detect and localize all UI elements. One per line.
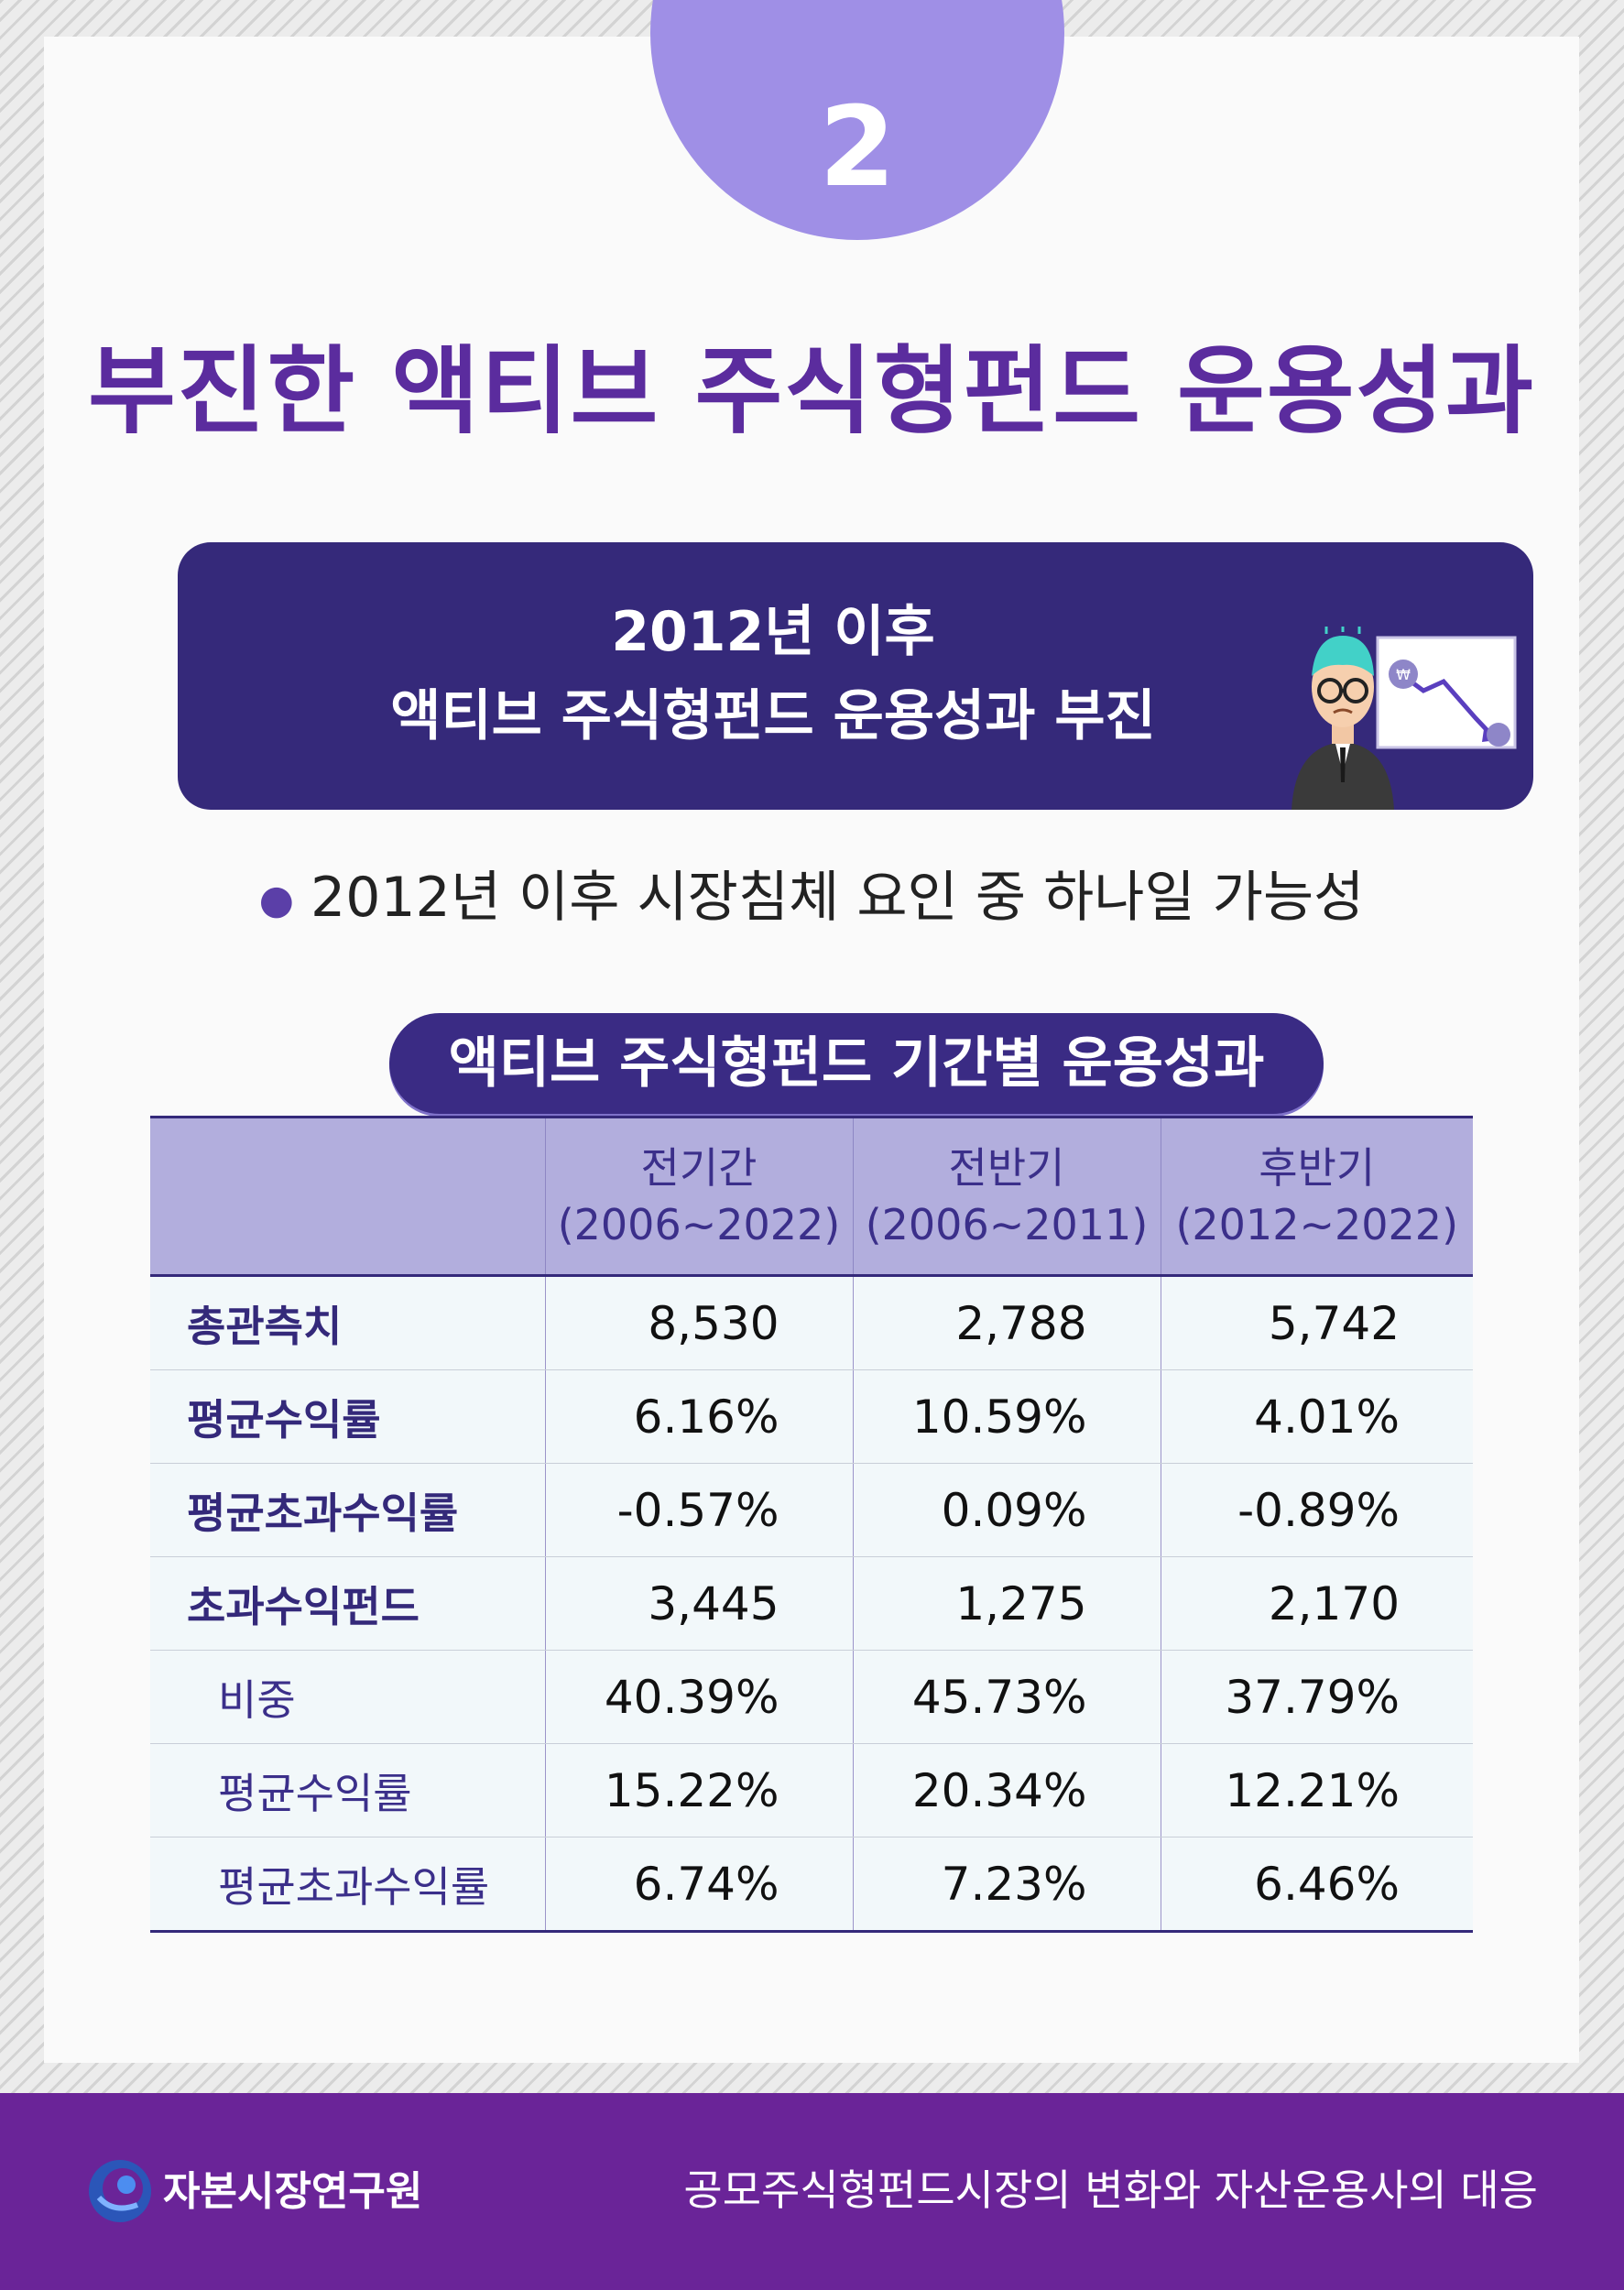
table-cell: 10.59%	[852, 1369, 1161, 1464]
table-row: 평균초과수익률 -0.57% 0.09% -0.89%	[150, 1463, 1473, 1557]
org-name: 자본시장연구원	[163, 2168, 423, 2215]
content-card: 2 부진한 액티브 주식형펀드 운용성과 2012년 이후 액티브 주식형펀드 …	[44, 0, 1579, 2063]
table-cell: 2,788	[852, 1275, 1161, 1370]
table-cell: 40.39%	[544, 1650, 853, 1744]
svg-text:₩: ₩	[1396, 666, 1411, 683]
table-cell: 15.22%	[544, 1743, 853, 1837]
header-full-period: 전기간 (2006~2022)	[544, 1116, 853, 1277]
table-row: 비중 40.39% 45.73% 37.79%	[150, 1650, 1473, 1744]
footer-bar: 자본시장연구원 공모주식형펀드시장의 변화와 자산운용사의 대응	[0, 2093, 1624, 2290]
table-cell: 6.16%	[544, 1369, 853, 1464]
table-cell: 12.21%	[1160, 1743, 1473, 1837]
row-label: 초과수익펀드	[150, 1556, 545, 1651]
table-cell: -0.89%	[1160, 1463, 1473, 1557]
row-label: 평균수익률	[150, 1369, 545, 1464]
analyst-illustration-icon: ₩	[1292, 627, 1517, 810]
table-cell: 4.01%	[1160, 1369, 1473, 1464]
table-cell: 6.46%	[1160, 1837, 1473, 1933]
header-first-half: 전반기 (2006~2011)	[852, 1116, 1161, 1277]
table-cell: 7.23%	[852, 1837, 1161, 1933]
summary-banner: 2012년 이후 액티브 주식형펀드 운용성과 부진 ₩	[178, 542, 1533, 810]
table-cell: 20.34%	[852, 1743, 1161, 1837]
table-row: 초과수익펀드 3,445 1,275 2,170	[150, 1556, 1473, 1651]
table-row: 평균초과수익률 6.74% 7.23% 6.46%	[150, 1837, 1473, 1933]
page-number-badge: 2	[650, 0, 1064, 240]
table-cell: 0.09%	[852, 1463, 1161, 1557]
row-label: 총관측치	[150, 1275, 545, 1370]
table-cell: 45.73%	[852, 1650, 1161, 1744]
page-title: 부진한 액티브 주식형펀드 운용성과	[88, 335, 1535, 447]
table-cell: 37.79%	[1160, 1650, 1473, 1744]
bullet-point: ● 2012년 이후 시장침체 요인 중 하나일 가능성	[44, 861, 1579, 937]
table-row: 평균수익률 15.22% 20.34% 12.21%	[150, 1743, 1473, 1837]
page-number: 2	[819, 84, 896, 212]
row-label: 평균수익률	[150, 1743, 545, 1837]
kcmi-logo-icon	[89, 2160, 151, 2222]
table-cell: 6.74%	[544, 1837, 853, 1933]
banner-line-1: 2012년 이후	[611, 600, 935, 664]
table-title: 액티브 주식형펀드 기간별 운용성과	[389, 1013, 1324, 1114]
header-empty	[150, 1116, 545, 1277]
row-label: 비중	[150, 1650, 545, 1744]
table-cell: 2,170	[1160, 1556, 1473, 1651]
banner-text: 2012년 이후 액티브 주식형펀드 운용성과 부진	[178, 590, 1368, 758]
row-label: 평균초과수익률	[150, 1837, 545, 1933]
table-row: 평균수익률 6.16% 10.59% 4.01%	[150, 1369, 1473, 1464]
document-title: 공모주식형펀드시장의 변화와 자산운용사의 대응	[683, 2165, 1538, 2215]
banner-line-2: 액티브 주식형펀드 운용성과 부진	[390, 684, 1156, 748]
table-row: 총관측치 8,530 2,788 5,742	[150, 1275, 1473, 1370]
table-cell: 1,275	[852, 1556, 1161, 1651]
table-cell: 5,742	[1160, 1275, 1473, 1370]
table-header-row: 전기간 (2006~2022) 전반기 (2006~2011) 후반기 (2012~2…	[150, 1116, 1473, 1277]
performance-table: 전기간 (2006~2022) 전반기 (2006~2011) 후반기 (2012~2…	[150, 1116, 1473, 1933]
row-label: 평균초과수익률	[150, 1463, 545, 1557]
table-cell: -0.57%	[544, 1463, 853, 1557]
bullet-text: 2012년 이후 시장침체 요인 중 하나일 가능성	[311, 866, 1365, 930]
table-cell: 3,445	[544, 1556, 853, 1651]
table-cell: 8,530	[544, 1275, 853, 1370]
bullet-icon: ●	[258, 877, 295, 924]
header-second-half: 후반기 (2012~2022)	[1160, 1116, 1473, 1277]
